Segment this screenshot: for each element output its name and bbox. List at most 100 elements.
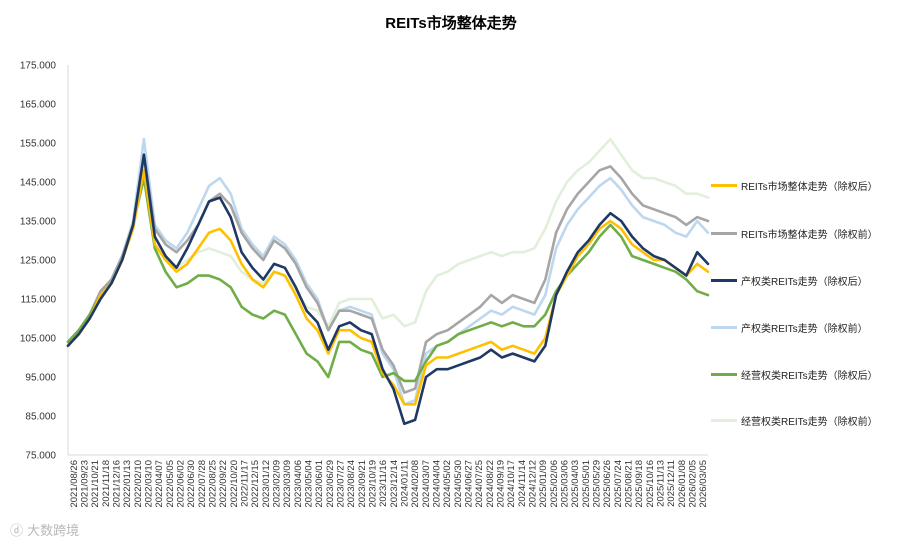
- legend-swatch: [711, 184, 737, 187]
- y-tick-label: 155.000: [20, 139, 57, 150]
- x-tick-label: 2024/03/07: [421, 460, 432, 508]
- x-tick-label: 2025/02/06: [549, 460, 560, 508]
- legend-item: 经营权类REITs走势（除权前）: [711, 413, 878, 429]
- y-tick-label: 175.000: [20, 61, 57, 72]
- x-tick-label: 2025/12/11: [666, 460, 677, 507]
- x-tick-label: 2024/08/22: [485, 460, 496, 508]
- series-line-3: [66, 137, 710, 406]
- x-tick-label: 2022/06/30: [186, 460, 197, 508]
- y-tick-label: 75.000: [25, 451, 56, 462]
- x-tick-label: 2023/01/12: [261, 460, 272, 508]
- y-tick-label: 145.000: [20, 178, 57, 189]
- watermark-text: 大数跨境: [27, 524, 80, 539]
- y-tick-label: 135.000: [20, 217, 57, 228]
- x-tick-label: 2021/12/16: [112, 460, 123, 508]
- x-tick-label: 2021/10/21: [90, 460, 101, 508]
- x-tick-label: 2025/07/24: [613, 460, 624, 508]
- x-tick-label: 2024/07/25: [474, 460, 485, 508]
- x-tick-label: 2023/08/24: [346, 460, 357, 508]
- x-tick-label: 2026/01/08: [677, 460, 688, 508]
- y-tick-label: 125.000: [20, 256, 57, 267]
- x-tick-label: 2024/04/04: [432, 460, 443, 508]
- x-tick-label: 2022/01/13: [122, 460, 133, 508]
- y-tick-label: 115.000: [21, 295, 57, 306]
- x-tick-label: 2023/06/01: [314, 460, 325, 508]
- legend-swatch: [711, 279, 737, 282]
- legend-label: 产权类REITs走势（除权前）: [741, 324, 868, 335]
- x-tick-label: 2025/04/03: [570, 460, 581, 508]
- y-tick-label: 85.000: [25, 412, 56, 423]
- series-line-0: [66, 169, 710, 406]
- x-tick-label: 2021/11/18: [101, 460, 112, 507]
- x-tick-label: 2024/01/11: [400, 460, 411, 507]
- legend-swatch: [711, 326, 737, 329]
- legend-item: 产权类REITs走势（除权后）: [711, 273, 868, 289]
- x-tick-label: 2024/10/17: [506, 460, 517, 508]
- x-tick-label: 2025/08/21: [624, 460, 635, 508]
- x-tick-label: 2023/11/16: [378, 460, 389, 507]
- x-tick-label: 2024/06/27: [464, 460, 475, 508]
- legend-item: REITs市场整体走势（除权前）: [711, 226, 878, 242]
- legend-swatch: [711, 232, 737, 235]
- legend-label: REITs市场整体走势（除权前）: [741, 230, 878, 241]
- x-tick-label: 2025/10/16: [645, 460, 656, 508]
- series-lines: [66, 137, 710, 426]
- x-tick-label: 2025/01/09: [538, 460, 549, 508]
- x-tick-label: 2025/06/26: [602, 460, 613, 508]
- x-tick-label: 2024/05/02: [442, 460, 453, 508]
- y-tick-label: 105.000: [20, 334, 57, 345]
- legend-item: REITs市场整体走势（除权后）: [711, 178, 878, 194]
- legend-label: REITs市场整体走势（除权后）: [741, 182, 878, 193]
- chart-title: REITs市场整体走势: [385, 15, 517, 32]
- x-tick-label: 2022/04/07: [154, 460, 165, 508]
- x-tick-label: 2022/12/15: [250, 460, 261, 508]
- x-tick-label: 2021/08/26: [69, 460, 80, 508]
- x-tick-label: 2021/09/23: [80, 460, 91, 508]
- x-tick-label: 2023/10/19: [368, 460, 379, 508]
- series-line-1: [66, 153, 710, 394]
- legend-item: 产权类REITs走势（除权前）: [711, 320, 868, 336]
- y-tick-label: 95.000: [25, 373, 56, 384]
- x-tick-label: 2026/02/05: [688, 460, 699, 508]
- x-tick-label: 2023/04/06: [293, 460, 304, 508]
- series-line-2: [66, 153, 710, 426]
- x-tick-label: 2026/03/05: [698, 460, 709, 508]
- x-tick-label: 2025/09/18: [634, 460, 645, 508]
- legend-label: 经营权类REITs走势（除权前）: [741, 417, 878, 428]
- x-tick-label: 2022/06/02: [176, 460, 187, 508]
- x-tick-label: 2024/09/19: [496, 460, 507, 508]
- x-tick-label: 2022/08/25: [208, 460, 219, 508]
- x-tick-label: 2022/03/10: [144, 460, 155, 508]
- x-tick-label: 2024/11/14: [517, 460, 528, 507]
- legend-label: 产权类REITs走势（除权后）: [741, 277, 868, 288]
- legend-label: 经营权类REITs走势（除权后）: [741, 371, 878, 382]
- watermark-logo: ⓓ 大数跨境: [10, 524, 80, 539]
- x-tick-label: 2024/05/30: [453, 460, 464, 508]
- x-tick-label: 2022/10/20: [229, 460, 240, 508]
- x-tick-label: 2025/03/06: [560, 460, 571, 508]
- x-tick-label: 2022/11/17: [240, 460, 251, 507]
- x-tick-label: 2024/12/12: [528, 460, 539, 508]
- x-tick-label: 2023/09/21: [357, 460, 368, 508]
- x-tick-label: 2023/02/09: [272, 460, 283, 508]
- x-tick-label: 2022/05/05: [165, 460, 176, 508]
- x-tick-label: 2025/05/01: [581, 460, 592, 508]
- x-tick-label: 2025/05/29: [592, 460, 603, 508]
- x-tick-label: 2024/02/08: [410, 460, 421, 508]
- legend-swatch: [711, 419, 737, 422]
- x-tick-label: 2025/11/13: [656, 460, 667, 507]
- x-tick-label: 2022/07/28: [197, 460, 208, 508]
- legend-swatch: [711, 373, 737, 376]
- series-line-4: [66, 176, 710, 383]
- axes: 75.000 85.000 95.000 105.000 115.000 125.000 1…: [20, 61, 709, 508]
- x-tick-label: 2023/03/09: [282, 460, 293, 508]
- x-tick-label: 2023/12/14: [389, 460, 400, 508]
- legend-item: 经营权类REITs走势（除权后）: [711, 367, 878, 383]
- y-tick-label: 165.000: [20, 100, 57, 111]
- x-tick-label: 2023/06/29: [325, 460, 336, 508]
- x-tick-label: 2023/05/04: [304, 460, 315, 508]
- x-tick-label: 2022/02/10: [133, 460, 144, 508]
- x-tick-label: 2022/09/22: [218, 460, 229, 508]
- x-tick-label: 2023/07/27: [336, 460, 347, 508]
